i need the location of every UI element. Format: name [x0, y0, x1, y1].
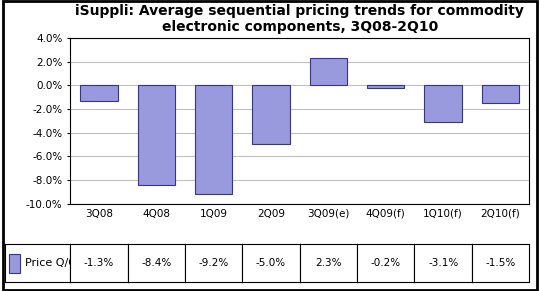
Text: -1.3%: -1.3% — [84, 258, 114, 268]
Title: iSuppli: Average sequential pricing trends for commodity
electronic components, : iSuppli: Average sequential pricing tren… — [75, 4, 524, 34]
Text: -1.5%: -1.5% — [485, 258, 516, 268]
Bar — [80, 85, 118, 101]
Text: -5.0%: -5.0% — [256, 258, 286, 268]
Bar — [310, 58, 347, 85]
Text: -9.2%: -9.2% — [199, 258, 229, 268]
Bar — [138, 85, 175, 185]
Bar — [367, 85, 404, 88]
Bar — [9, 254, 21, 273]
Bar — [482, 85, 519, 103]
Text: -0.2%: -0.2% — [370, 258, 401, 268]
Bar — [195, 85, 232, 194]
Bar — [252, 85, 289, 144]
Text: -3.1%: -3.1% — [428, 258, 458, 268]
Bar — [424, 85, 462, 122]
Text: 2.3%: 2.3% — [315, 258, 342, 268]
Text: Price Q/Q: Price Q/Q — [25, 258, 77, 268]
Text: -8.4%: -8.4% — [141, 258, 171, 268]
